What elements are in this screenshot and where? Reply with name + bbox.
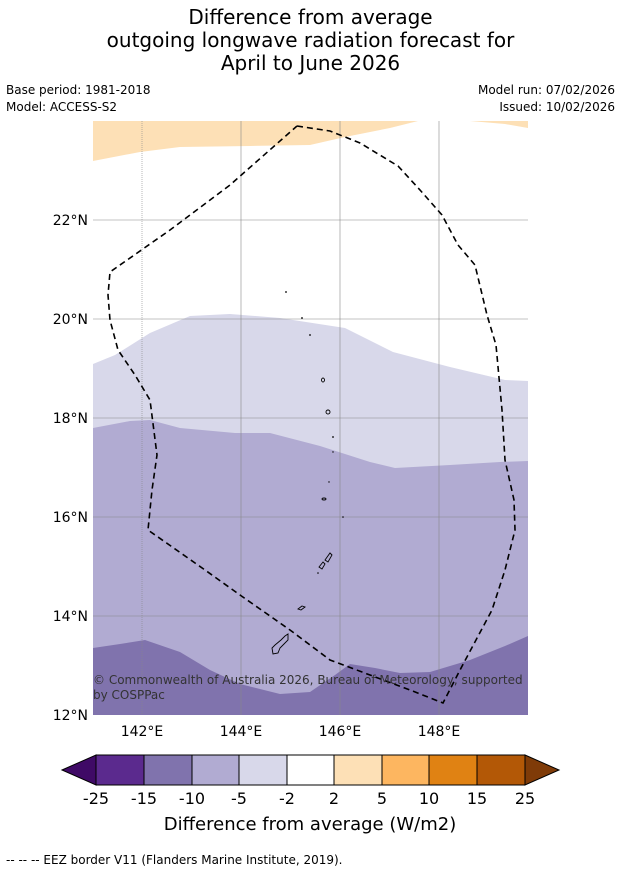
colorbar-tick-4: -5 xyxy=(231,789,247,808)
island-outlines xyxy=(271,377,333,655)
colorbar-segment-2 xyxy=(143,754,193,786)
lat-label-12n: 12°N xyxy=(53,708,88,724)
lat-label-22n: 22°N xyxy=(53,213,88,229)
colorbar-tick-3: -10 xyxy=(179,789,205,808)
colorbar-segment-8 xyxy=(428,754,478,786)
issued-date: Issued: 10/02/2026 xyxy=(499,100,615,114)
colorbar-segment-7 xyxy=(381,754,430,786)
colorbar-tick-10: 25 xyxy=(515,789,535,808)
islet-1 xyxy=(321,497,327,501)
lon-label-144e: 144°E xyxy=(220,724,263,740)
lat-label-20n: 20°N xyxy=(53,312,88,328)
colorbar-tick-7: 5 xyxy=(377,789,387,808)
colorbar-label: Difference from average (W/m2) xyxy=(164,814,456,835)
model-name: Model: ACCESS-S2 xyxy=(6,100,118,114)
colorbar-extend-high xyxy=(524,754,561,786)
lat-label-18n: 18°N xyxy=(53,411,88,427)
band-minus10-minus5 xyxy=(93,420,528,715)
base-period: Base period: 1981-2018 xyxy=(6,83,151,97)
lon-gridlines xyxy=(141,121,440,715)
saipan-island xyxy=(324,552,333,563)
title-line-1: Difference from average xyxy=(188,5,433,29)
title-line-2: outgoing longwave radiation forecast for xyxy=(106,28,515,52)
colorbar-segment-5 xyxy=(286,754,335,786)
lat-label-14n: 14°N xyxy=(53,609,88,625)
colorbar-tick-6: 2 xyxy=(329,789,339,808)
model-run: Model run: 07/02/2026 xyxy=(477,83,615,97)
lon-label-146e: 146°E xyxy=(319,724,362,740)
colorbar xyxy=(60,754,561,786)
tinian-island xyxy=(318,561,326,570)
guam-island xyxy=(271,633,289,655)
title-line-3: April to June 2026 xyxy=(220,51,401,75)
lat-label-16n: 16°N xyxy=(53,510,88,526)
band-minus15-minus10 xyxy=(93,636,528,715)
colorbar-extend-low xyxy=(60,754,97,786)
colorbar-segment-4 xyxy=(238,754,288,786)
colorbar-segment-9 xyxy=(476,754,526,786)
colorbar-segment-6 xyxy=(333,754,383,786)
lon-labels: 142°E 144°E 146°E 148°E xyxy=(121,724,461,740)
colorbar-tick-5: -2 xyxy=(279,789,295,808)
colorbar-tick-8: 10 xyxy=(419,789,439,808)
colorbar-tick-2: -15 xyxy=(131,789,157,808)
colorbar-tick-9: 15 xyxy=(467,789,487,808)
colorbar-ticks: -25 -15 -10 -5 -2 2 5 10 15 25 xyxy=(83,789,535,808)
rota-island xyxy=(297,605,306,611)
eez-border xyxy=(107,125,516,705)
colorbar-tick-1: -25 xyxy=(83,789,109,808)
band-positive-2-5 xyxy=(93,121,528,161)
colorbar-segment-1 xyxy=(95,754,145,786)
colorbar-segment-3 xyxy=(191,754,240,786)
lon-label-148e: 148°E xyxy=(418,724,461,740)
lon-label-142e: 142°E xyxy=(121,724,164,740)
copyright-line-2: by COSPPac xyxy=(93,688,165,702)
islet-3 xyxy=(325,409,331,415)
lat-gridlines xyxy=(93,219,528,617)
eez-legend-note: -- -- -- EEZ border V11 (Flanders Marine… xyxy=(6,853,343,867)
copyright-line-1: © Commonwealth of Australia 2026, Bureau… xyxy=(93,673,523,687)
small-islets xyxy=(285,291,344,574)
map-area: © Commonwealth of Australia 2026, Bureau… xyxy=(93,121,528,715)
islet-2 xyxy=(321,377,325,383)
lat-labels: 22°N 20°N 18°N 16°N 14°N 12°N xyxy=(53,213,88,724)
